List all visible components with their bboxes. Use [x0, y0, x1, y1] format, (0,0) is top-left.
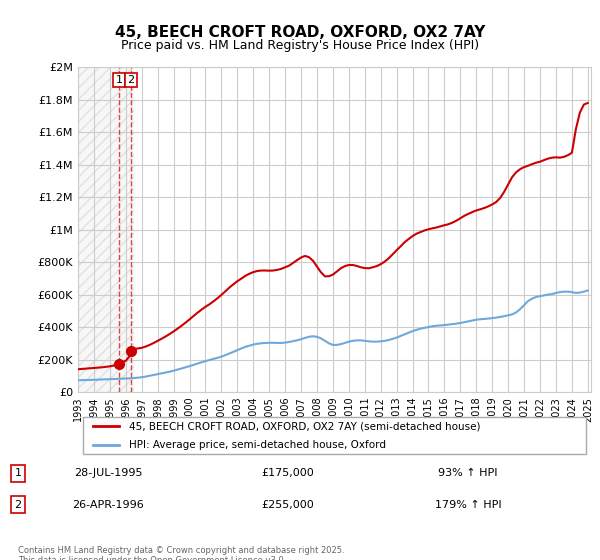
Text: Contains HM Land Registry data © Crown copyright and database right 2025.
This d: Contains HM Land Registry data © Crown c…: [18, 546, 344, 560]
Text: £175,000: £175,000: [262, 468, 314, 478]
Text: 45, BEECH CROFT ROAD, OXFORD, OX2 7AY (semi-detached house): 45, BEECH CROFT ROAD, OXFORD, OX2 7AY (s…: [130, 421, 481, 431]
Text: Price paid vs. HM Land Registry's House Price Index (HPI): Price paid vs. HM Land Registry's House …: [121, 39, 479, 52]
Text: 179% ↑ HPI: 179% ↑ HPI: [434, 500, 502, 510]
Text: 45, BEECH CROFT ROAD, OXFORD, OX2 7AY: 45, BEECH CROFT ROAD, OXFORD, OX2 7AY: [115, 25, 485, 40]
Text: £255,000: £255,000: [262, 500, 314, 510]
Bar: [78, 67, 134, 392]
Text: 28-JUL-1995: 28-JUL-1995: [74, 468, 142, 478]
Text: 2: 2: [14, 500, 22, 510]
Text: 2: 2: [127, 75, 134, 85]
Text: 93% ↑ HPI: 93% ↑ HPI: [438, 468, 498, 478]
Text: 26-APR-1996: 26-APR-1996: [72, 500, 144, 510]
FancyBboxPatch shape: [83, 417, 586, 454]
Text: 1: 1: [14, 468, 22, 478]
Text: HPI: Average price, semi-detached house, Oxford: HPI: Average price, semi-detached house,…: [130, 440, 386, 450]
Text: 1: 1: [115, 75, 122, 85]
